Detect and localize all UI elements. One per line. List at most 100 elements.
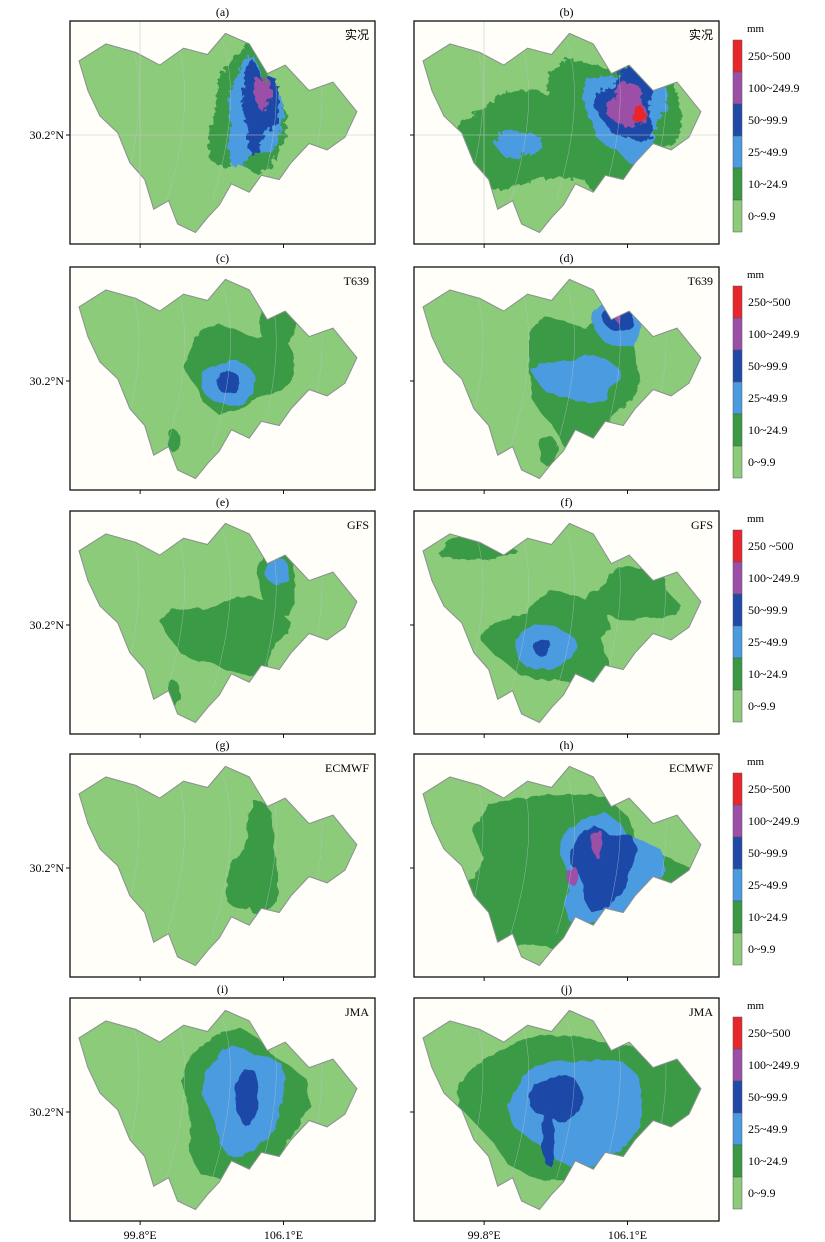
colorbar-swatch [732, 167, 743, 201]
panel-g: (g) ECMWF 30.2°N [30, 738, 376, 981]
model-label: 实况 [345, 27, 369, 42]
panel-frame [413, 20, 720, 245]
county-boundary [510, 1017, 529, 1179]
colorbar-swatch [732, 868, 743, 902]
colorbar-label: 100~249.9 [748, 571, 800, 585]
colorbar-label: 0~9.9 [748, 209, 776, 223]
county-boundary [212, 1017, 231, 1179]
colorbar-label: 10~24.9 [748, 667, 788, 681]
model-label: JMA [345, 1005, 369, 1019]
colorbar-swatch [732, 103, 743, 137]
county-boundary [212, 286, 231, 448]
panel-frame [413, 753, 720, 978]
panel-id-label: (c) [216, 251, 229, 265]
colorbar-unit: mm [747, 23, 765, 35]
colorbar-swatch [732, 804, 743, 838]
colorbar-swatch [732, 689, 743, 723]
model-label: ECMWF [325, 761, 369, 775]
county-boundary [166, 530, 185, 692]
colorbar-label: 100~249.9 [748, 81, 800, 95]
colorbar-label: 0~9.9 [748, 1186, 776, 1200]
county-boundary [510, 530, 529, 692]
colorbar-row-5: mm 250~500 100~249.9 50~99.9 25~49.9 10~24.9 0… [732, 1000, 800, 1210]
colorbar-swatch [732, 657, 743, 691]
county-boundary [212, 773, 231, 935]
colorbar-unit: mm [747, 1000, 765, 1012]
colorbar-swatch [732, 772, 743, 806]
colorbar-label: 10~24.9 [748, 177, 788, 191]
rain-area-10-24.9 [159, 595, 291, 676]
county-boundary [166, 1017, 185, 1179]
colorbar-label: 10~24.9 [748, 1154, 788, 1168]
county-boundary [510, 773, 529, 935]
panel-id-label: (e) [216, 495, 229, 509]
rain-area-25-49.9 [493, 129, 543, 159]
panel-id-label: (a) [216, 5, 229, 19]
county-boundary [212, 40, 231, 202]
panel-a: (a) 实况 30.2°N [30, 5, 376, 248]
colorbar-label: 250~500 [748, 1026, 791, 1040]
colorbar-label: 50~99.9 [748, 113, 788, 127]
county-boundary [556, 773, 575, 935]
colorbar-label: 25~49.9 [748, 1122, 788, 1136]
colorbar-label: 0~9.9 [748, 455, 776, 469]
panel-frame [69, 997, 376, 1222]
county-boundary [510, 40, 529, 202]
province-outline [422, 32, 702, 234]
province-outline [78, 32, 358, 234]
panel-frame [69, 510, 376, 735]
county-boundary [556, 1017, 575, 1179]
rain-area-25-49.9 [531, 355, 622, 404]
panel-id-label: (i) [217, 982, 228, 996]
colorbar-label: 100~249.9 [748, 327, 800, 341]
colorbar-label: 250~500 [748, 782, 791, 796]
rain-area-25-49.9 [264, 557, 290, 585]
colorbar-label: 50~99.9 [748, 846, 788, 860]
colorbar-label: 25~49.9 [748, 391, 788, 405]
colorbar-swatch [732, 381, 743, 415]
panel-d: (d) T639 [410, 251, 720, 494]
county-boundary [556, 530, 575, 692]
colorbar-swatch [732, 413, 743, 447]
x-tick-label: 106.1°E [264, 1228, 303, 1242]
y-tick-label: 30.2°N [30, 1105, 65, 1119]
colorbar-label: 10~24.9 [748, 910, 788, 924]
model-label: GFS [691, 518, 713, 532]
model-label: GFS [347, 518, 369, 532]
colorbar-unit: mm [747, 269, 765, 281]
panel-id-label: (j) [561, 982, 572, 996]
colorbar-row-2: mm 250~500 100~249.9 50~99.9 25~49.9 10~24.9 0… [732, 269, 800, 479]
colorbar-swatch [732, 529, 743, 563]
y-tick-label: 30.2°N [30, 374, 65, 388]
colorbar-swatch [732, 1112, 743, 1146]
rain-area-10-24.9 [167, 429, 180, 452]
province-outline [78, 278, 358, 480]
y-tick-label: 30.2°N [30, 861, 65, 875]
panel-frame [413, 510, 720, 735]
county-boundary [212, 530, 231, 692]
region-base-0-9.9 [79, 766, 357, 966]
colorbar-swatch [732, 349, 743, 383]
colorbar-swatch [732, 932, 743, 966]
colorbar-label: 50~99.9 [748, 359, 788, 373]
rain-area-50-99.9 [215, 371, 241, 394]
panel-id-label: (g) [216, 738, 230, 752]
x-tick-label: 99.8°E [468, 1228, 501, 1242]
rain-area-50-99.9 [570, 824, 638, 913]
colorbar-row-3: mm 250 ~500 100~249.9 50~99.9 25~49.9 10~24.9… [732, 513, 800, 723]
rain-area-10-24.9 [539, 433, 558, 466]
rain-area-50-99.9 [234, 1068, 259, 1128]
panel-frame [69, 266, 376, 491]
model-label: 实况 [689, 27, 713, 42]
colorbar-swatch [732, 836, 743, 870]
model-label: T639 [688, 274, 713, 288]
province-outline [422, 765, 702, 967]
county-boundary [166, 40, 185, 202]
panel-c: (c) T639 30.2°N [30, 251, 376, 494]
colorbar-unit: mm [747, 756, 765, 768]
colorbar-row-1: mm 250~500 100~249.9 50~99.9 25~49.9 10~24.9 0… [732, 23, 800, 233]
panel-b: (b) 实况 [410, 5, 720, 248]
colorbar-label: 10~24.9 [748, 423, 788, 437]
colorbar-unit: mm [747, 513, 765, 525]
colorbar-swatch [732, 900, 743, 934]
